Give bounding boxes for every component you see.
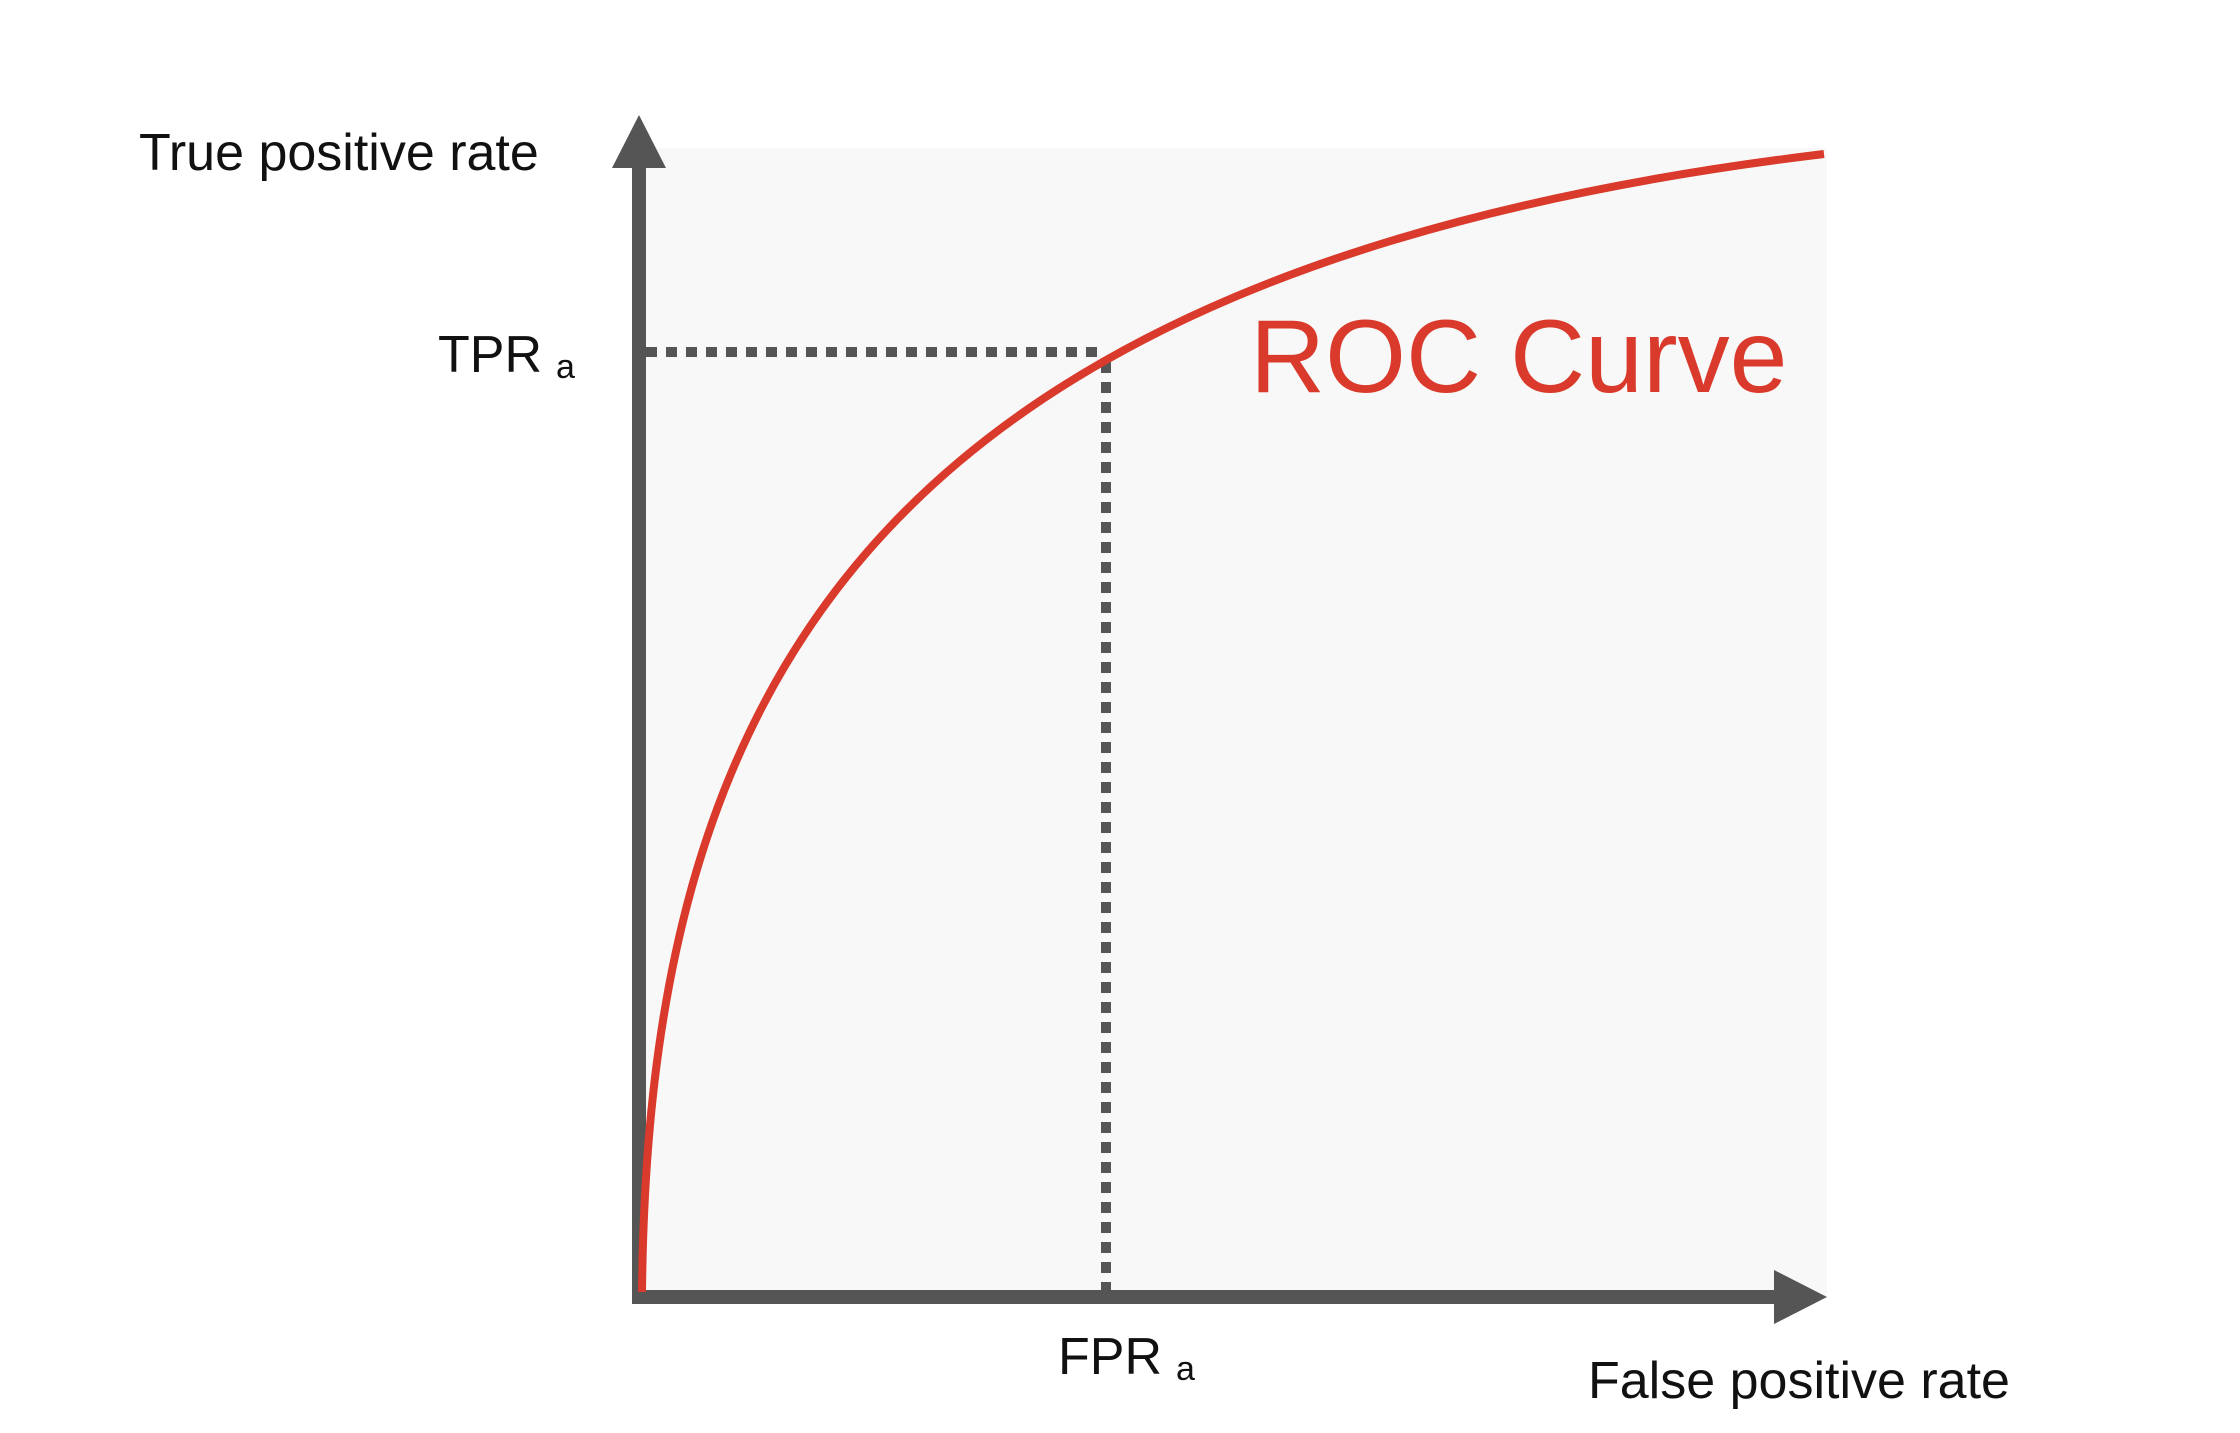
x-axis-arrow — [1774, 1270, 1827, 1324]
curve-label: ROC Curve — [1250, 299, 1787, 415]
tpr-main: TPR — [438, 326, 542, 384]
tpr-label: TPR a — [438, 326, 575, 386]
fpr-label: FPR a — [1058, 1328, 1195, 1388]
y-axis-label: True positive rate — [139, 124, 539, 182]
fpr-main: FPR — [1058, 1328, 1162, 1386]
x-axis-label: False positive rate — [1588, 1352, 2010, 1410]
tpr-sub: a — [556, 348, 575, 386]
fpr-sub: a — [1176, 1350, 1195, 1388]
roc-curve — [638, 150, 1825, 1293]
y-axis-arrow — [612, 115, 666, 168]
plot-area — [639, 148, 1827, 1297]
